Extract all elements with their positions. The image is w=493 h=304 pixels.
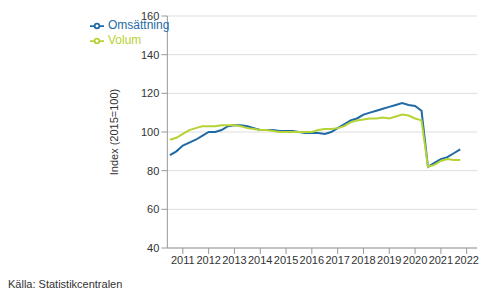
svg-text:2016: 2016 — [300, 254, 324, 266]
svg-text:40: 40 — [147, 242, 159, 254]
svg-text:160: 160 — [141, 10, 159, 22]
svg-text:60: 60 — [147, 203, 159, 215]
svg-text:2013: 2013 — [222, 254, 246, 266]
svg-text:2021: 2021 — [429, 254, 453, 266]
svg-text:80: 80 — [147, 165, 159, 177]
svg-text:2015: 2015 — [274, 254, 298, 266]
svg-text:2020: 2020 — [403, 254, 427, 266]
svg-text:2019: 2019 — [377, 254, 401, 266]
svg-text:2022: 2022 — [454, 254, 478, 266]
svg-text:2017: 2017 — [325, 254, 349, 266]
svg-text:100: 100 — [141, 126, 159, 138]
svg-text:2018: 2018 — [351, 254, 375, 266]
svg-text:120: 120 — [141, 87, 159, 99]
svg-text:2011: 2011 — [171, 254, 195, 266]
svg-text:2014: 2014 — [248, 254, 272, 266]
svg-text:Index (2015=100): Index (2015=100) — [108, 89, 120, 176]
svg-text:2012: 2012 — [196, 254, 220, 266]
svg-text:140: 140 — [141, 49, 159, 61]
